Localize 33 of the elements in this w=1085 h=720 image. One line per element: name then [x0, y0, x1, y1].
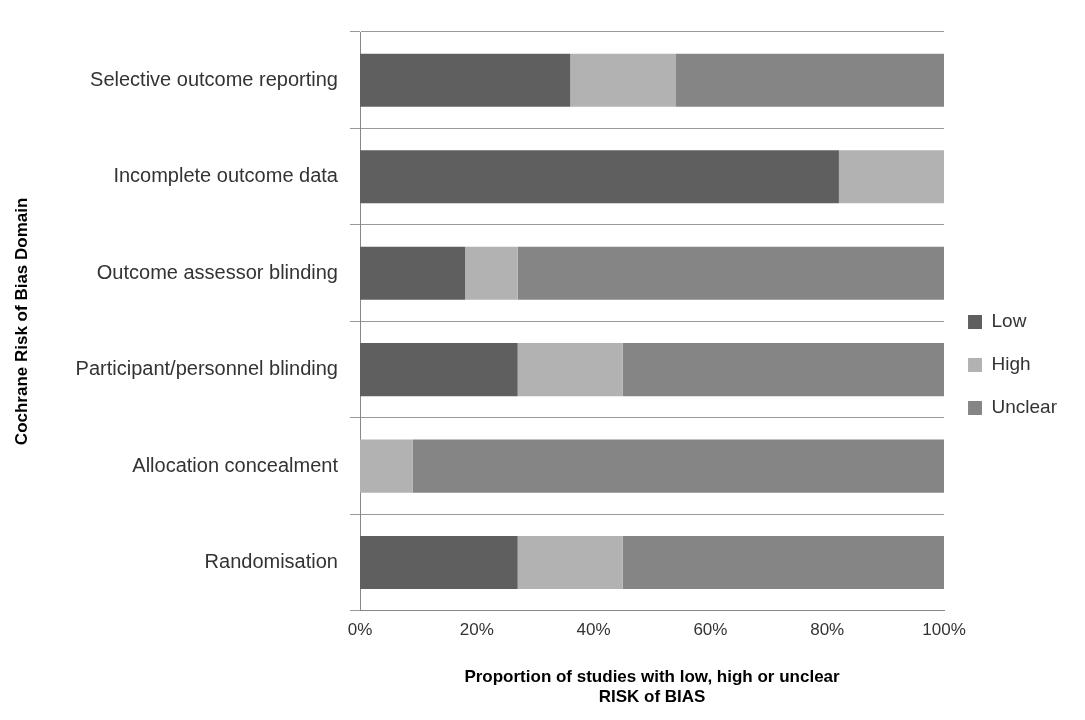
y-tick-label: Randomisation — [204, 550, 338, 573]
bar — [675, 53, 945, 107]
y-tick-label: Incomplete outcome data — [113, 164, 339, 187]
bar — [622, 343, 945, 397]
bar — [570, 53, 676, 107]
bar — [517, 246, 945, 300]
x-tick-label: 80% — [810, 619, 845, 639]
legend-label: Unclear — [991, 396, 1058, 418]
y-axis-title: Cochrane Risk of Bias Domain — [11, 197, 31, 446]
y-tick-label: Allocation concealment — [132, 453, 339, 476]
x-axis-title: Proportion of studies with low, high or unclear RISK of BIAS — [464, 667, 841, 707]
y-tick-label: Selective outcome reporting — [90, 67, 338, 90]
x-tick-label: 0% — [347, 619, 373, 639]
legend-label: Low — [991, 310, 1027, 332]
x-tick-label: 20% — [459, 619, 494, 639]
bar — [360, 536, 518, 590]
bar — [622, 536, 945, 590]
bar — [517, 536, 623, 590]
bar — [360, 150, 839, 204]
bar — [360, 53, 571, 107]
bar — [465, 246, 518, 300]
bar — [838, 150, 945, 204]
bar — [412, 439, 945, 493]
x-tick-label: 40% — [576, 619, 611, 639]
y-tick-label: Participant/personnel blinding — [75, 357, 338, 380]
x-tick-label: 100% — [922, 619, 966, 639]
bar — [360, 439, 413, 493]
bar — [360, 343, 518, 397]
y-tick-label: Outcome assessor blinding — [96, 260, 338, 283]
bar — [360, 246, 466, 300]
legend-label: High — [991, 353, 1031, 375]
bar — [517, 343, 623, 397]
x-tick-label: 60% — [693, 619, 728, 639]
